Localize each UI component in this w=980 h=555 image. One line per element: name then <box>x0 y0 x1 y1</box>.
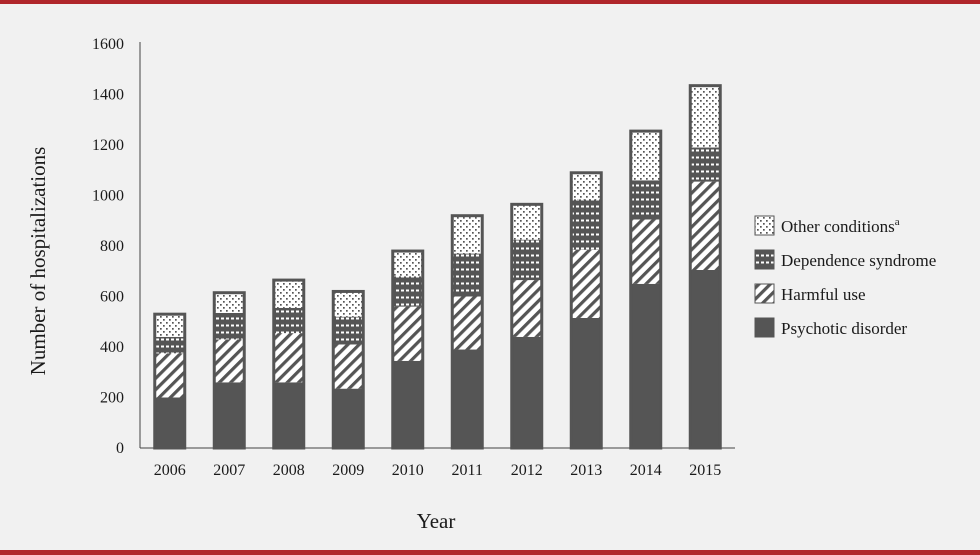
bar-outline <box>569 171 603 450</box>
bar-segment <box>154 314 185 337</box>
x-tick-label: 2010 <box>392 462 424 479</box>
y-tick-label: 400 <box>100 339 124 356</box>
bar-outline <box>510 202 544 450</box>
bar-segment <box>511 239 542 281</box>
y-axis-title: Number of hospitalizations <box>26 147 50 376</box>
legend-label: Other conditionsa <box>781 216 900 236</box>
y-tick-label: 200 <box>100 390 124 407</box>
bottom-rule <box>0 550 980 555</box>
x-tick-label: 2006 <box>154 462 186 479</box>
x-tick-label: 2007 <box>213 462 245 479</box>
x-tick-label: 2008 <box>273 462 305 479</box>
plot-area: 0 200 400 600 800 1000 1200 1400 1600 2006 2007 200… <box>92 36 735 479</box>
bar-segment <box>630 283 661 448</box>
y-tick-label: 1600 <box>92 36 124 53</box>
legend-superscript: a <box>895 216 900 228</box>
bar-outline <box>331 289 365 450</box>
legend-label: Harmful use <box>781 285 866 304</box>
legend-swatch <box>754 283 775 304</box>
x-tick-label: 2015 <box>689 462 721 479</box>
bar-segment <box>154 353 185 398</box>
bar-segment <box>333 388 364 448</box>
bar-segment <box>392 306 423 361</box>
bar-segment <box>511 204 542 240</box>
legend-label: Psychotic disorder <box>781 319 907 338</box>
bar-segment <box>571 249 602 318</box>
bar-segment <box>154 397 185 448</box>
bar-segment <box>273 333 304 383</box>
bar-outline <box>450 214 484 450</box>
legend-swatch <box>754 249 775 270</box>
legend-swatch <box>754 317 775 338</box>
x-tick-label: 2013 <box>570 462 602 479</box>
bar-segment <box>511 280 542 337</box>
bar-segment <box>690 181 721 270</box>
bar-segment <box>452 349 483 448</box>
bar-segment <box>273 280 304 308</box>
bar-segment <box>630 180 661 220</box>
bar-segment <box>571 199 602 250</box>
y-tick-label: 1200 <box>92 137 124 154</box>
bar-segment <box>214 292 245 313</box>
bar-segment <box>571 172 602 200</box>
x-tick-label: 2014 <box>630 462 662 479</box>
bar-segment <box>452 296 483 350</box>
x-tick-label: 2009 <box>332 462 364 479</box>
bar-segment <box>690 147 721 182</box>
x-tick-label: 2012 <box>511 462 543 479</box>
legend: Other conditionsa Dependence syndrome Harm… <box>754 215 936 338</box>
bar-segment <box>214 312 245 340</box>
legend-swatch <box>754 215 775 236</box>
bar-segment <box>333 291 364 317</box>
bar-segment <box>630 131 661 181</box>
legend-label: Dependence syndrome <box>781 251 936 270</box>
bar-segment <box>273 382 304 448</box>
bar-outline <box>629 129 663 450</box>
bar-segment <box>214 339 245 383</box>
bar-segment <box>690 85 721 148</box>
y-tick-label: 0 <box>116 440 124 457</box>
bar-segment <box>154 336 185 354</box>
bar-segment <box>511 336 542 448</box>
bar-segment <box>452 253 483 297</box>
bar-outline <box>153 312 187 450</box>
bar-outline <box>391 249 425 450</box>
bar-segment <box>333 316 364 345</box>
bar-segment <box>630 219 661 284</box>
bar-segment <box>571 317 602 448</box>
x-axis-title: Year <box>417 509 456 533</box>
y-tick-label: 600 <box>100 289 124 306</box>
x-tick-label: 2011 <box>452 462 483 479</box>
top-rule <box>0 0 980 4</box>
bar-outline <box>272 278 306 450</box>
bar-segment <box>273 307 304 334</box>
bar-outline <box>688 84 722 450</box>
bar-outline <box>212 291 246 450</box>
bar-segment <box>333 344 364 389</box>
y-tick-label: 1000 <box>92 188 124 205</box>
bar-segment <box>214 382 245 448</box>
bar-segment <box>392 251 423 277</box>
bar-segment <box>690 269 721 448</box>
y-tick-label: 1400 <box>92 87 124 104</box>
y-tick-label: 800 <box>100 238 124 255</box>
bar-segment <box>392 276 423 307</box>
bar-segment <box>392 360 423 448</box>
bar-segment <box>452 215 483 254</box>
